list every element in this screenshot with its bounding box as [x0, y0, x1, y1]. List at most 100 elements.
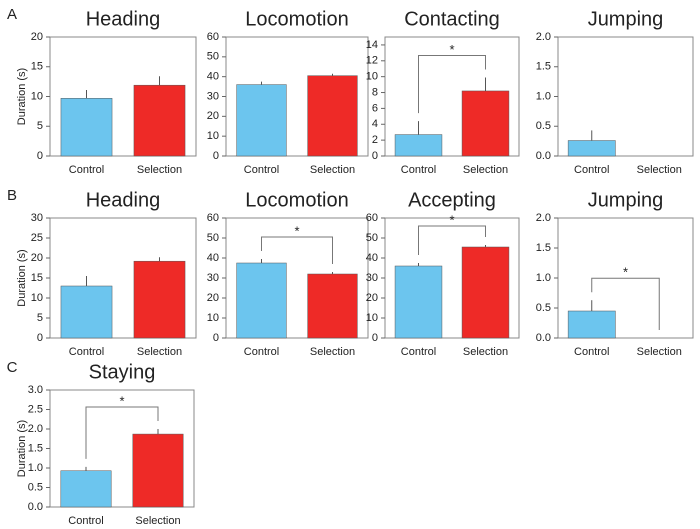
- bar: [60, 98, 113, 157]
- y-tick-label: 40: [207, 252, 219, 264]
- panel-title: Heading: [86, 189, 161, 211]
- x-tick-label: Selection: [135, 515, 180, 527]
- significance-star: *: [623, 265, 628, 280]
- y-tick-label: 5: [37, 312, 43, 324]
- y-tick-label: 15: [31, 61, 43, 73]
- y-tick-label: 1.0: [536, 90, 551, 102]
- panel-title: Jumping: [588, 189, 664, 211]
- y-tick-label: 0.0: [28, 501, 43, 513]
- bar: [307, 75, 358, 157]
- y-tick-label: 0.5: [536, 302, 551, 314]
- x-tick-label: Selection: [637, 346, 682, 358]
- y-axis-label: Duration (s): [16, 249, 28, 306]
- y-tick-label: 15: [31, 272, 43, 284]
- y-tick-label: 0: [37, 332, 43, 344]
- panel-title: Staying: [89, 361, 156, 383]
- panel-title: Heading: [86, 8, 161, 30]
- x-tick-label: Control: [244, 346, 279, 358]
- bar: [307, 273, 358, 339]
- y-tick-label: 10: [31, 292, 43, 304]
- x-tick-label: Selection: [463, 164, 508, 176]
- x-tick-label: Control: [574, 346, 609, 358]
- x-tick-label: Selection: [137, 346, 182, 358]
- y-tick-label: 2.5: [28, 403, 43, 415]
- y-tick-label: 20: [31, 252, 43, 264]
- y-tick-label: 3.0: [28, 384, 43, 396]
- y-tick-label: 0.5: [28, 481, 43, 493]
- bar: [236, 84, 287, 157]
- y-tick-label: 50: [207, 232, 219, 244]
- y-tick-label: 10: [366, 312, 378, 324]
- y-tick-label: 1.5: [28, 442, 43, 454]
- plot-frame: [384, 36, 520, 157]
- y-axis-label: Duration (s): [16, 420, 28, 477]
- x-tick-label: Control: [401, 164, 436, 176]
- y-tick-label: 0: [37, 150, 43, 162]
- y-tick-label: 0.0: [536, 150, 551, 162]
- y-tick-label: 0: [213, 150, 219, 162]
- x-tick-label: Control: [68, 515, 103, 527]
- x-tick-label: Control: [574, 164, 609, 176]
- y-tick-label: 1.0: [28, 462, 43, 474]
- bar: [236, 262, 287, 339]
- panel-title: Jumping: [588, 8, 664, 30]
- panel-title: Contacting: [404, 8, 500, 30]
- y-tick-label: 30: [207, 90, 219, 102]
- bar: [461, 90, 510, 157]
- significance-star: *: [119, 393, 124, 408]
- x-tick-label: Control: [401, 346, 436, 358]
- panel-title: Locomotion: [245, 189, 348, 211]
- panel-title: Accepting: [408, 189, 496, 211]
- y-tick-label: 0.0: [536, 332, 551, 344]
- x-tick-label: Control: [244, 164, 279, 176]
- y-tick-label: 60: [207, 212, 219, 224]
- y-tick-label: 20: [31, 31, 43, 43]
- y-tick-label: 12: [366, 55, 378, 67]
- significance-bracket: [261, 236, 333, 264]
- y-tick-label: 1.5: [536, 242, 551, 254]
- y-tick-label: 10: [207, 130, 219, 142]
- x-tick-label: Selection: [310, 346, 355, 358]
- y-tick-label: 0: [213, 332, 219, 344]
- x-tick-label: Selection: [137, 164, 182, 176]
- significance-bracket: [418, 225, 486, 255]
- bar: [394, 265, 443, 339]
- y-tick-label: 0.5: [536, 120, 551, 132]
- y-tick-label: 1.5: [536, 61, 551, 73]
- y-tick-label: 2.0: [536, 31, 551, 43]
- y-tick-label: 0: [372, 150, 378, 162]
- y-tick-label: 10: [207, 312, 219, 324]
- y-tick-label: 6: [372, 102, 378, 114]
- bar: [461, 246, 510, 339]
- y-tick-label: 8: [372, 86, 378, 98]
- y-tick-label: 25: [31, 232, 43, 244]
- bar: [60, 285, 113, 339]
- x-tick-label: Selection: [310, 164, 355, 176]
- significance-star: *: [294, 223, 299, 238]
- y-tick-label: 50: [207, 51, 219, 63]
- y-tick-label: 2.0: [536, 212, 551, 224]
- panel-letter: B: [7, 187, 17, 204]
- y-tick-label: 30: [31, 212, 43, 224]
- plot-frame: [557, 36, 694, 157]
- y-tick-label: 10: [31, 90, 43, 102]
- panel-letter: C: [7, 359, 18, 376]
- y-axis-label: Duration (s): [16, 68, 28, 125]
- x-tick-label: Selection: [637, 164, 682, 176]
- y-tick-label: 10: [366, 71, 378, 83]
- y-tick-label: 0: [372, 332, 378, 344]
- significance-bracket: [591, 277, 660, 330]
- y-tick-label: 60: [366, 212, 378, 224]
- y-tick-label: 30: [366, 272, 378, 284]
- bar: [60, 470, 112, 508]
- y-tick-label: 20: [207, 292, 219, 304]
- bar: [567, 310, 616, 339]
- significance-bracket: [418, 54, 486, 114]
- bar: [132, 433, 184, 508]
- bar: [133, 260, 186, 339]
- panel-title: Locomotion: [245, 8, 348, 30]
- y-tick-label: 2: [372, 134, 378, 146]
- y-tick-label: 2.0: [28, 423, 43, 435]
- bar: [133, 84, 186, 157]
